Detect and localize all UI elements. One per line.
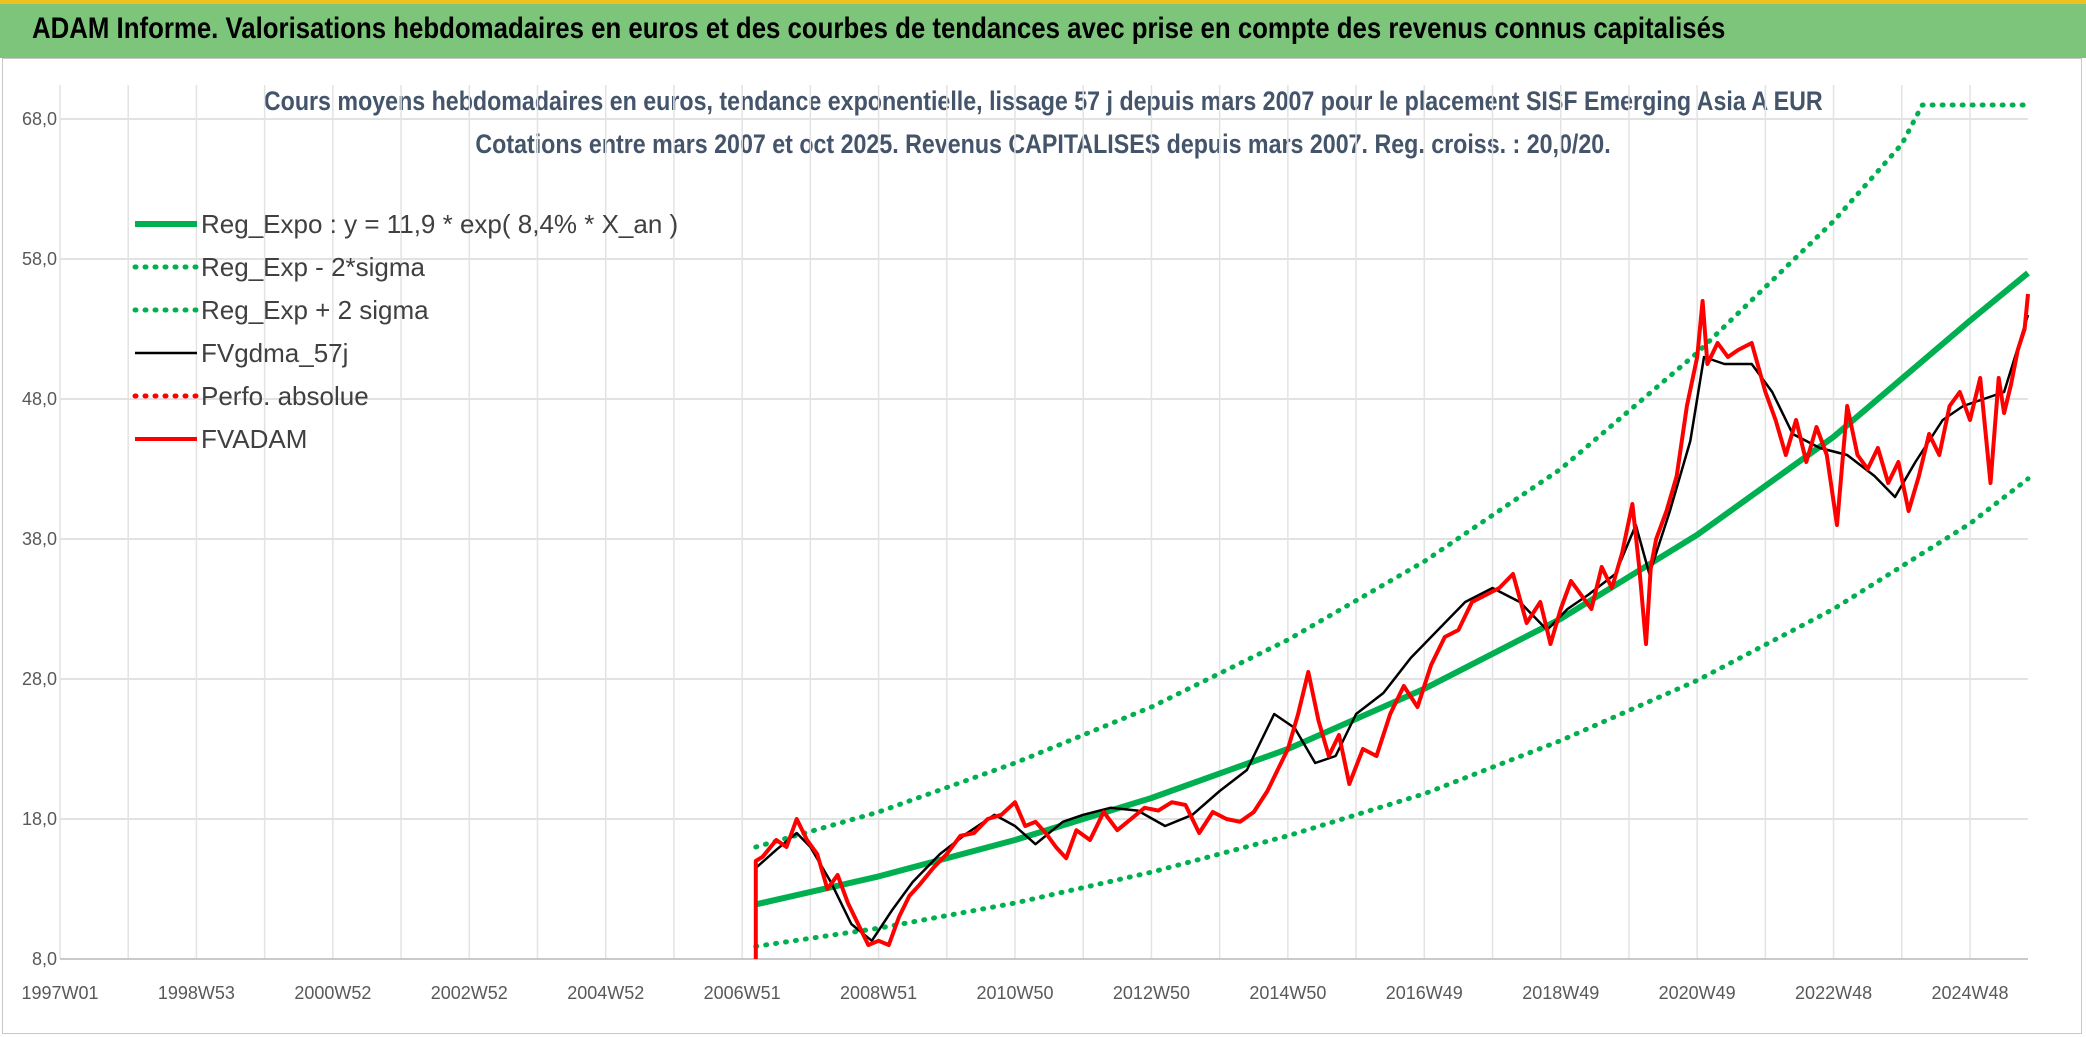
- x-axis-ticks: 1997W01 1998W53 2000W52 2002W52 2004W52 2006W…: [21, 983, 2008, 1003]
- x-tick-label: 2012W50: [1113, 983, 1190, 1003]
- series-line-3: [754, 314, 2030, 943]
- x-tick-label: 2022W48: [1795, 983, 1872, 1003]
- report-banner: ADAM Informe. Valorisations hebdomadaire…: [0, 0, 2086, 58]
- x-tick-label: 2008W51: [840, 983, 917, 1003]
- y-tick-label: 48,0: [22, 389, 57, 409]
- x-tick-label: 2018W49: [1522, 983, 1599, 1003]
- y-tick-label: 58,0: [22, 249, 57, 269]
- legend-entry: Reg_Expo : y = 11,9 * exp( 8,4% * X_an ): [201, 209, 678, 239]
- y-tick-label: 28,0: [22, 669, 57, 689]
- legend-entry: Perfo. absolue: [201, 381, 369, 411]
- legend-entry: Reg_Exp + 2 sigma: [201, 295, 429, 325]
- x-tick-label: 2006W51: [704, 983, 781, 1003]
- x-tick-label: 2010W50: [976, 983, 1053, 1003]
- x-tick-label: 2024W48: [1931, 983, 2008, 1003]
- x-tick-label: 2016W49: [1386, 983, 1463, 1003]
- y-tick-label: 8,0: [32, 949, 57, 969]
- y-tick-label: 68,0: [22, 109, 57, 129]
- chart-title: Cours moyens hebdomadaires en euros, ten…: [0, 86, 2086, 117]
- series-lines: [753, 102, 2031, 959]
- x-tick-label: 2014W50: [1249, 983, 1326, 1003]
- series-line-2: [753, 102, 2031, 850]
- chart-title-text: Cours moyens hebdomadaires en euros, ten…: [263, 86, 1823, 116]
- legend-entry: Reg_Exp - 2*sigma: [201, 252, 426, 282]
- x-tick-label: 2004W52: [567, 983, 644, 1003]
- x-tick-label: 2002W52: [431, 983, 508, 1003]
- grid-lines: [59, 85, 2028, 960]
- y-tick-label: 18,0: [22, 809, 57, 829]
- y-tick-label: 38,0: [22, 529, 57, 549]
- x-tick-label: 1998W53: [158, 983, 235, 1003]
- x-tick-label: 1997W01: [21, 983, 98, 1003]
- legend-entry: FVgdma_57j: [201, 338, 348, 368]
- legend: Reg_Expo : y = 11,9 * exp( 8,4% * X_an )…: [132, 209, 678, 454]
- report-title: ADAM Informe. Valorisations hebdomadaire…: [32, 12, 1726, 45]
- x-tick-label: 2020W49: [1659, 983, 1736, 1003]
- chart-frame: [2, 58, 2082, 1034]
- series-line-5: [753, 293, 2030, 959]
- x-tick-label: 2000W52: [294, 983, 371, 1003]
- y-axis-ticks: 8,0 18,0 28,0 38,0 48,0 58,0 68,0: [22, 109, 57, 969]
- chart-subtitle: Cotations entre mars 2007 et oct 2025. R…: [0, 129, 2086, 160]
- series-line-1: [753, 476, 2031, 949]
- chart-subtitle-text: Cotations entre mars 2007 et oct 2025. R…: [475, 129, 1611, 159]
- legend-entry: FVADAM: [201, 424, 307, 454]
